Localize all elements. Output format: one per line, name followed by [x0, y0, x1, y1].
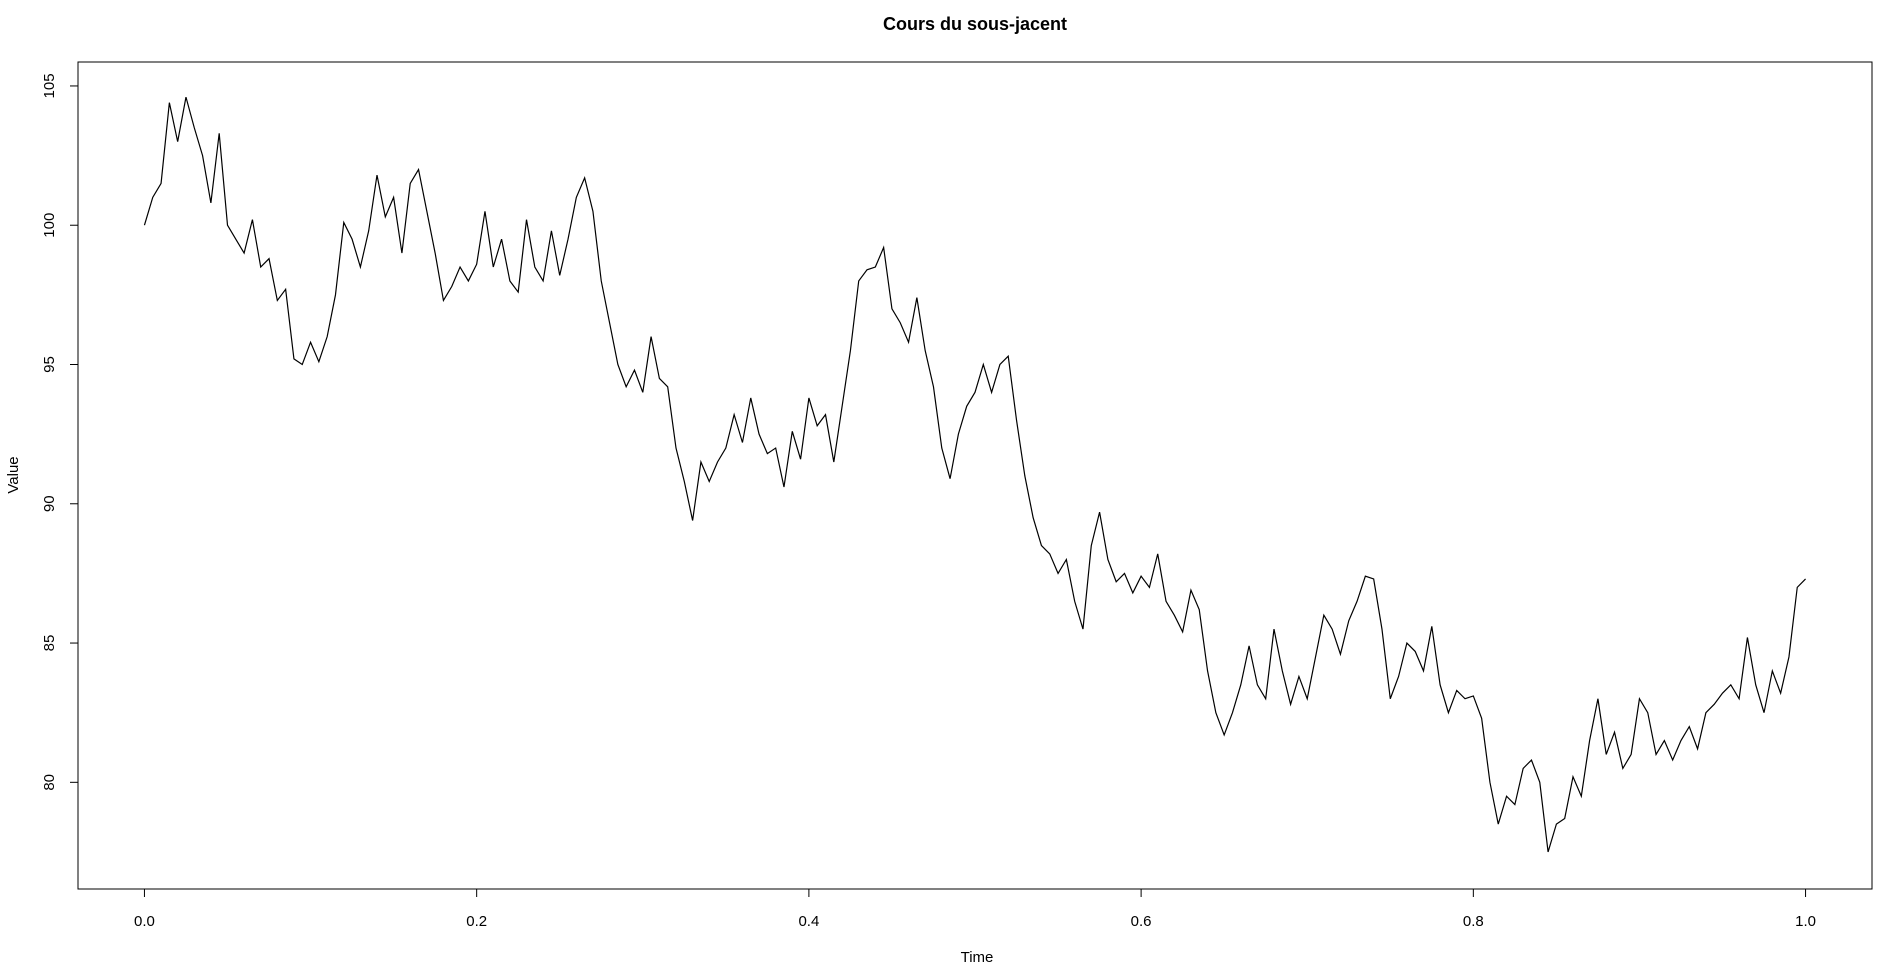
y-tick-label: 95: [41, 356, 58, 373]
x-tick-label: 0.4: [798, 913, 819, 930]
x-tick-label: 0.0: [134, 913, 155, 930]
y-tick-label: 90: [41, 495, 58, 512]
y-tick-label: 80: [41, 774, 58, 791]
x-tick-label: 1.0: [1795, 913, 1816, 930]
x-axis-label: Time: [961, 949, 994, 966]
x-tick-label: 0.2: [466, 913, 487, 930]
plot-frame: [77, 61, 1873, 890]
y-tick-label: 105: [41, 73, 58, 98]
y-tick-label: 85: [41, 635, 58, 652]
y-axis-label: Value: [5, 456, 22, 493]
price-line: [143, 96, 1806, 853]
y-tick-label: 100: [41, 213, 58, 238]
x-tick-label: 0.6: [1131, 913, 1152, 930]
x-tick-label: 0.8: [1463, 913, 1484, 930]
chart-title: Cours du sous-jacent: [883, 14, 1067, 34]
